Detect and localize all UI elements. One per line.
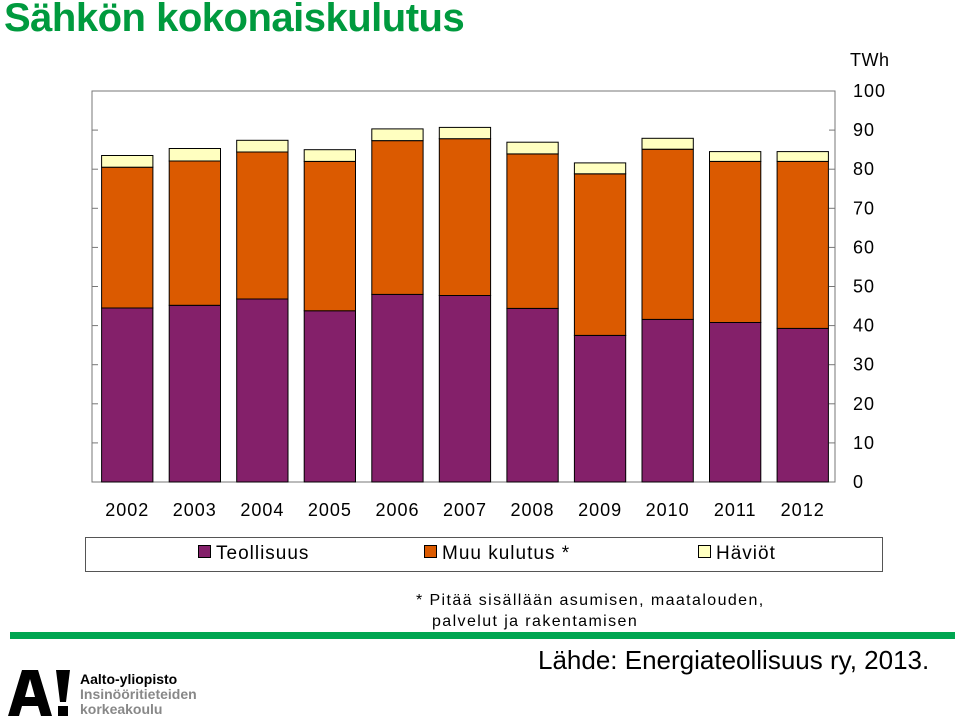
- y-tick-label-20: 20: [853, 394, 875, 414]
- bar-2007-series-2: [438, 126, 492, 140]
- bar-2003-series-2: [168, 148, 221, 162]
- legend-item-haviot: Häviöt: [698, 543, 776, 565]
- bar-2009-series-2: [573, 162, 627, 175]
- y-tick-label-60: 60: [853, 237, 875, 257]
- bar-2011-series-2: [709, 151, 762, 162]
- bar-2007-series-0: [438, 295, 492, 483]
- bar-2003-series-1: [168, 160, 221, 306]
- bar-2006-series-1: [371, 140, 424, 295]
- y-tick-label-90: 90: [853, 120, 875, 140]
- footnote: * Pitää sisällään asumisen, maatalouden,…: [416, 590, 765, 632]
- x-tick-label-2006: 2006: [375, 500, 419, 520]
- x-tick-label-2003: 2003: [173, 500, 217, 520]
- x-tick-label-2012: 2012: [781, 500, 825, 520]
- y-tick-label-40: 40: [853, 316, 875, 336]
- footnote-line-1: * Pitää sisällään asumisen, maatalouden,: [416, 592, 765, 609]
- x-tick-label-2004: 2004: [240, 500, 284, 520]
- bar-2004-series-1: [236, 151, 289, 300]
- bar-2008-series-2: [506, 141, 559, 155]
- aalto-logo-text: Aalto-yliopisto Insinööritieteiden korke…: [80, 672, 197, 717]
- bar-2006-series-0: [371, 293, 424, 483]
- y-tick-label-10: 10: [853, 433, 875, 453]
- bar-2002-series-0: [101, 307, 154, 483]
- legend-label-teollisuus: Teollisuus: [216, 543, 310, 564]
- bar-2005-series-2: [303, 149, 357, 162]
- bars-group: [101, 126, 829, 483]
- bar-2010-series-2: [641, 137, 694, 150]
- bar-2010-series-0: [641, 318, 694, 483]
- bar-2002-series-1: [101, 166, 154, 309]
- x-tick-label-2002: 2002: [105, 500, 149, 520]
- aalto-logo: Aalto-yliopisto Insinööritieteiden korke…: [8, 668, 218, 717]
- y-tick-label-80: 80: [853, 159, 875, 179]
- aalto-logo-mark-icon: [8, 670, 70, 716]
- bar-2004-series-0: [236, 298, 289, 483]
- bar-2008-series-0: [506, 307, 559, 483]
- x-tick-label-2005: 2005: [308, 500, 352, 520]
- x-tick-label-2010: 2010: [646, 500, 690, 520]
- y-tick-label-50: 50: [853, 277, 875, 297]
- bar-2010-series-1: [641, 148, 694, 320]
- x-tick-label-2008: 2008: [510, 500, 554, 520]
- bar-2005-series-1: [303, 160, 357, 312]
- y-axis-unit: TWh: [850, 50, 890, 70]
- logo-line-2: Insinööritieteiden: [80, 686, 197, 702]
- bar-2009-series-0: [573, 334, 627, 483]
- bar-2012-series-0: [776, 327, 829, 483]
- legend-item-muu-kulutus: Muu kulutus *: [424, 543, 570, 565]
- footnote-line-2: palvelut ja rakentamisen: [432, 613, 639, 630]
- x-tick-label-2009: 2009: [578, 500, 622, 520]
- logo-line-3: korkeakoulu: [80, 701, 163, 717]
- bar-2012-series-2: [776, 151, 829, 162]
- bar-2004-series-2: [236, 139, 289, 153]
- chart-legend: Teollisuus Muu kulutus * Häviöt: [85, 537, 883, 572]
- x-tick-label-2007: 2007: [443, 500, 487, 520]
- chart-title: Sähkön kokonaiskulutus: [4, 0, 465, 40]
- legend-swatch-haviot: [698, 545, 711, 558]
- bar-2003-series-0: [168, 304, 221, 483]
- bar-2005-series-0: [303, 310, 357, 483]
- y-tick-label-70: 70: [853, 198, 875, 218]
- source-text: Lähde: Energiateollisuus ry, 2013.: [538, 645, 930, 675]
- left-axis-ticks: [92, 90, 98, 483]
- legend-item-teollisuus: Teollisuus: [198, 543, 309, 565]
- y-tick-label-30: 30: [853, 355, 875, 375]
- stacked-bar-chart: 2002 2003 2004 2005 2006 2007 2008 2009 2010 2011…: [91, 50, 890, 520]
- y-tick-label-0: 0: [853, 472, 864, 492]
- bar-2006-series-2: [371, 128, 424, 142]
- legend-swatch-muu-kulutus: [424, 545, 437, 558]
- legend-label-muu-kulutus: Muu kulutus *: [442, 543, 571, 564]
- x-axis-labels: 2002 2003 2004 2005 2006 2007 2008 2009 2010 2011…: [105, 500, 825, 520]
- y-axis-labels: 0 10 20 30 40 50 60 70 80 90 100: [853, 81, 886, 492]
- bar-2012-series-1: [776, 160, 829, 329]
- legend-label-haviot: Häviöt: [716, 543, 776, 564]
- bar-2002-series-2: [101, 155, 154, 168]
- bar-2007-series-1: [438, 138, 492, 296]
- y-tick-label-100: 100: [853, 81, 886, 101]
- bar-2009-series-1: [573, 173, 627, 336]
- logo-line-1: Aalto-yliopisto: [80, 671, 178, 687]
- bar-2011-series-1: [709, 160, 762, 323]
- green-divider: [10, 632, 955, 639]
- bar-2008-series-1: [506, 153, 559, 309]
- x-tick-label-2011: 2011: [714, 500, 757, 520]
- bar-2011-series-0: [709, 322, 762, 483]
- right-axis-ticks: [829, 90, 835, 483]
- legend-swatch-teollisuus: [198, 545, 211, 558]
